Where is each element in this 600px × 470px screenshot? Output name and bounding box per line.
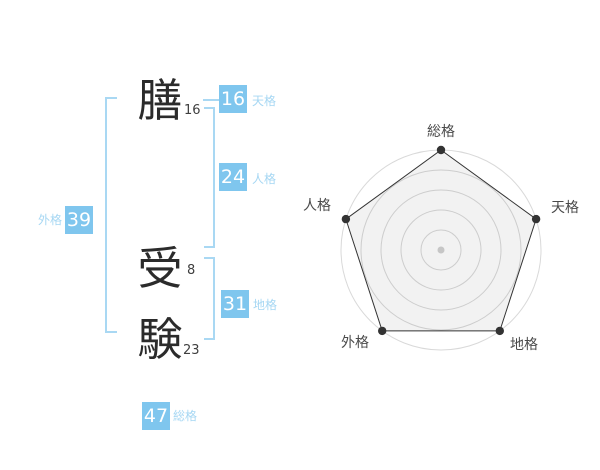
name-character-2: 受: [137, 242, 183, 295]
radar-grid-ring: [400, 209, 482, 291]
chikaku-label: 地格: [253, 298, 278, 312]
tenkaku-tick-line: [203, 99, 219, 101]
radar-vertex-dot: [495, 326, 504, 336]
radar-grid-ring: [360, 169, 522, 331]
radar-value-polygon: [345, 149, 537, 332]
radar-chart: [340, 145, 542, 351]
radar-vertex-dot: [531, 214, 541, 224]
radar-grid-ring: [420, 229, 462, 271]
stroke-count-2: 8: [187, 263, 196, 278]
gaikaku-value-badge: 39: [65, 206, 93, 234]
radar-axis-label-jinkaku: 人格: [303, 198, 331, 214]
radar-vertex-dot: [341, 214, 351, 224]
tenkaku-value-badge: 16: [219, 85, 247, 113]
jinkaku-bracket: [204, 107, 215, 248]
radar-axis-label-soukaku: 総格: [427, 124, 455, 140]
radar-grid-ring: [380, 189, 502, 311]
name-character-1: 膳: [137, 74, 183, 127]
radar-center-dot: [437, 246, 445, 254]
radar-axis-label-tenkaku: 天格: [551, 200, 579, 216]
jinkaku-label: 人格: [252, 172, 277, 186]
jinkaku-value-badge: 24: [219, 163, 247, 191]
soukaku-value-badge: 47: [142, 402, 170, 430]
tenkaku-label: 天格: [252, 94, 277, 108]
soukaku-label: 総格: [173, 409, 198, 423]
radar-vertex-dot: [378, 326, 387, 336]
gaikaku-label: 外格: [38, 213, 63, 227]
stroke-count-3: 23: [183, 343, 200, 358]
stroke-count-1: 16: [184, 103, 201, 118]
radar-vertex-dot: [436, 145, 446, 155]
chikaku-bracket: [204, 257, 215, 340]
radar-axis-label-chikaku: 地格: [510, 337, 538, 353]
name-character-3: 験: [137, 313, 183, 366]
radar-axis-label-gaikaku: 外格: [341, 335, 369, 351]
gaikaku-bracket: [105, 97, 117, 333]
chikaku-value-badge: 31: [221, 290, 249, 318]
